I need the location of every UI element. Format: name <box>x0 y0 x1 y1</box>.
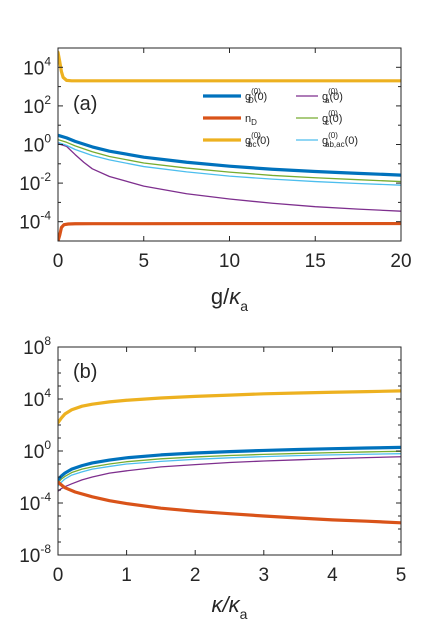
series-line-gbc <box>58 389 401 425</box>
series-group <box>58 389 401 525</box>
series-line-ga <box>58 143 401 212</box>
legend-label-nD: nD <box>245 113 257 127</box>
x-tick-label: 20 <box>390 251 411 272</box>
y-tick-label: 10-4 <box>19 209 51 234</box>
panel-b: 0 1 2 3 4 5 10-8 10-4 100 104 108 κ/κa (b) <box>19 334 406 622</box>
y-tick-label: 100 <box>23 438 51 463</box>
y-tick-label: 102 <box>23 93 51 118</box>
series-line-gc <box>58 450 401 484</box>
y-tick-label: 104 <box>23 386 51 411</box>
y-tick-label: 10-8 <box>19 542 51 567</box>
series-line-gbc <box>58 50 401 83</box>
legend-label-gD: g(0) D(0) <box>245 87 267 105</box>
panel-label: (b) <box>73 361 97 383</box>
legend-label-gc: g(0) c(0) <box>322 109 342 127</box>
y-tick-label: 104 <box>23 54 51 79</box>
y-tick-label: 108 <box>23 334 51 359</box>
series-group <box>58 50 401 241</box>
legend: g(0) D(0) nD g(0) bc(0) g(0) a(0) g(0) c(0) g(0) a… <box>203 87 358 149</box>
panel-a: 0 5 10 15 20 10-4 10-2 100 102 104 g/κa (a) g(0) D(0)… <box>19 47 412 314</box>
x-axis-label: g/κa <box>211 284 248 314</box>
y-tick-label: 100 <box>23 132 51 157</box>
legend-label-ga: g(0) a(0) <box>322 87 343 105</box>
series-line-ga <box>58 456 401 492</box>
series-line-gabac <box>58 453 401 487</box>
series-line-nD <box>58 221 401 241</box>
x-tick-label: 15 <box>305 251 326 272</box>
legend-label-gbc: g(0) bc(0) <box>245 131 270 149</box>
x-axis-label: κ/κa <box>212 592 248 622</box>
y-tick-label: 10-4 <box>19 490 51 515</box>
x-tick-label: 5 <box>138 251 149 272</box>
x-tick-label: 0 <box>53 251 64 272</box>
series-line-gD <box>58 445 401 482</box>
x-tick-label: 3 <box>259 565 270 586</box>
y-tick-label: 10-2 <box>19 170 51 195</box>
series-line-gc <box>58 138 401 183</box>
series-line-gD <box>58 133 401 177</box>
x-tick-label: 2 <box>190 565 201 586</box>
x-tick-label: 10 <box>219 251 240 272</box>
x-tick-label: 0 <box>53 565 64 586</box>
series-line-nD <box>58 480 401 525</box>
x-tick-label: 4 <box>327 565 338 586</box>
x-tick-label: 1 <box>121 565 132 586</box>
x-tick-label: 5 <box>396 565 407 586</box>
panel-label: (a) <box>73 93 97 115</box>
series-line-gabac <box>58 141 401 186</box>
legend-label-gabac: g(0) ab,ac(0) <box>322 131 358 149</box>
